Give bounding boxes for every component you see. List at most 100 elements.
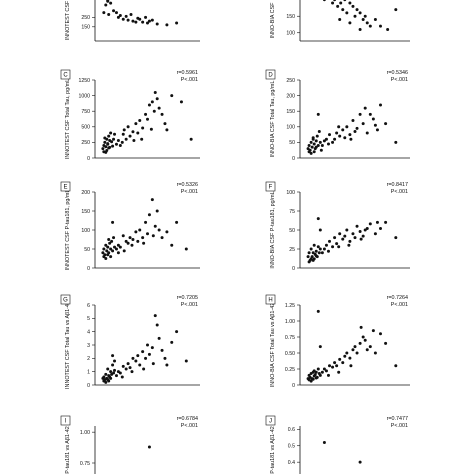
panel-g-data-point: [104, 372, 108, 376]
panel-2-data-point: [345, 11, 349, 15]
panel-d-data-point: [341, 128, 345, 132]
panel-g-data-point: [151, 362, 155, 366]
panel-c-data-point: [112, 137, 116, 141]
panel-f-data-point: [358, 230, 362, 234]
panel-g-data-point: [111, 363, 115, 367]
panel-d-data-point: [355, 126, 359, 130]
panel-c-data-point: [149, 127, 153, 131]
panel-h-data-point: [324, 369, 328, 373]
panel-d-data-point: [384, 122, 388, 126]
panel-e-data-point: [136, 239, 140, 243]
panel-g-data-point: [112, 371, 116, 375]
panel-h-data-point: [313, 373, 317, 377]
panel-g-data-point: [175, 330, 179, 334]
panel-e-data-point: [165, 230, 169, 234]
panel-c-data-point: [165, 128, 169, 132]
panel-1-data-point: [165, 23, 169, 27]
panel-2-data-point: [341, 8, 345, 12]
panel-g-data-point: [163, 356, 167, 360]
panel-c-data-point: [136, 131, 140, 135]
panel-e-data-point: [122, 249, 126, 253]
panel-h-y-axis-label: INNO-BIA CSF Total Tau vs Aβ1-42: [270, 303, 276, 387]
panel-f-y-axis-label: INNO-BIA CSF P-tau181, pg/mL: [270, 191, 276, 268]
panel-f-data-point: [311, 251, 315, 255]
panel-f-letter: F: [269, 185, 273, 191]
panel-c-letter: C: [63, 73, 68, 79]
panel-h-data-point: [338, 357, 342, 361]
panel-e-letter: E: [63, 185, 67, 191]
panel-e-y-tick-label: 0: [87, 266, 90, 272]
panel-f-data-point: [337, 245, 341, 249]
panel-f-data-point: [316, 217, 320, 221]
panel-h-y-tick-label: 1.25: [285, 303, 295, 309]
panel-f-data-point: [314, 249, 318, 253]
panel-d-data-point: [365, 131, 369, 135]
panel-h-data-point: [359, 325, 363, 329]
panel-f-data-point: [318, 228, 322, 232]
panel-f-data-point: [365, 226, 369, 230]
panel-e-data-point: [130, 243, 134, 247]
panel-d-data-point: [311, 136, 315, 140]
panel-g-y-tick-label: 4: [87, 329, 90, 335]
panel-d-data-point: [333, 137, 337, 141]
panel-e-data-point: [144, 220, 148, 224]
panel-1-data-point: [138, 17, 142, 21]
panel-2-data-point: [386, 27, 390, 31]
panel-2-data-point: [348, 1, 352, 5]
panel-g-data-point: [146, 343, 149, 347]
panel-1-data-point: [124, 14, 128, 18]
panel-e-data-point: [128, 236, 132, 240]
panel-h-p-value: P<.001: [391, 302, 408, 308]
panel-d-data-point: [363, 106, 367, 110]
panel-1-data-point: [144, 15, 148, 19]
panel-d-y-tick-label: 250: [286, 78, 295, 84]
panel-e-data-point: [116, 251, 120, 255]
panel-g-y-tick-label: 2: [87, 356, 90, 362]
panel-i-y-tick-label: 1.00: [80, 430, 90, 436]
panel-g-data-point: [155, 323, 159, 327]
panel-d-letter-box: [265, 69, 276, 80]
panel-g-data-point: [109, 370, 113, 374]
panel-c-data-point: [160, 112, 164, 116]
panel-f-data-point: [348, 239, 352, 243]
panel-2-data-point: [363, 14, 367, 18]
panel-1-data-point: [147, 19, 151, 23]
panel-f-data-point: [338, 232, 342, 236]
panel-j-r-value: r=0.7477: [387, 416, 408, 422]
panel-c-data-point: [163, 122, 167, 126]
panel-e-data-point: [170, 243, 174, 247]
panel-f-r-value: r=0.8417: [387, 182, 408, 188]
panel-d-data-point: [309, 140, 313, 144]
panel-1-data-point: [107, 12, 111, 16]
panel-g-y-tick-label: 6: [87, 303, 90, 309]
panel-e-data-point: [102, 247, 106, 251]
panel-c-data-point: [131, 130, 135, 134]
panel-f-data-point: [312, 243, 316, 247]
panel-c-data-point: [104, 150, 108, 154]
panel-g-letter: G: [63, 298, 68, 304]
panel-e-data-point: [124, 239, 128, 243]
panel-f-data-point: [353, 236, 357, 240]
panel-h-data-point: [358, 341, 362, 345]
panel-f-data-point: [309, 247, 313, 251]
panel-h-data-point: [309, 379, 313, 383]
panel-h-data-point: [384, 341, 388, 345]
panel-i-p-value: P<.001: [181, 423, 198, 429]
panel-e-data-point: [121, 234, 125, 238]
panel-d-data-point: [319, 148, 323, 152]
panel-c-y-tick-label: 500: [81, 125, 90, 131]
panel-e-data-point: [114, 247, 118, 251]
panel-h-data-point: [314, 376, 318, 380]
panel-c-letter-box: [60, 69, 71, 80]
panel-2-data-point: [331, 1, 335, 5]
panel-e-y-tick-label: 50: [84, 247, 90, 253]
panel-j-y-axis-label: P-tau181 vs Aβ1-42: [270, 426, 276, 473]
panel-1-data-point: [134, 20, 138, 24]
panel-j-y-tick-label: 0.5: [288, 444, 295, 450]
panel-f-p-value: P<.001: [391, 189, 408, 195]
panel-g-data-point: [153, 314, 157, 318]
panel-g-data-point: [142, 367, 146, 371]
panel-e-data-point: [116, 243, 120, 247]
panel-e-data-point: [104, 243, 108, 247]
panel-1-data-point: [129, 12, 133, 16]
